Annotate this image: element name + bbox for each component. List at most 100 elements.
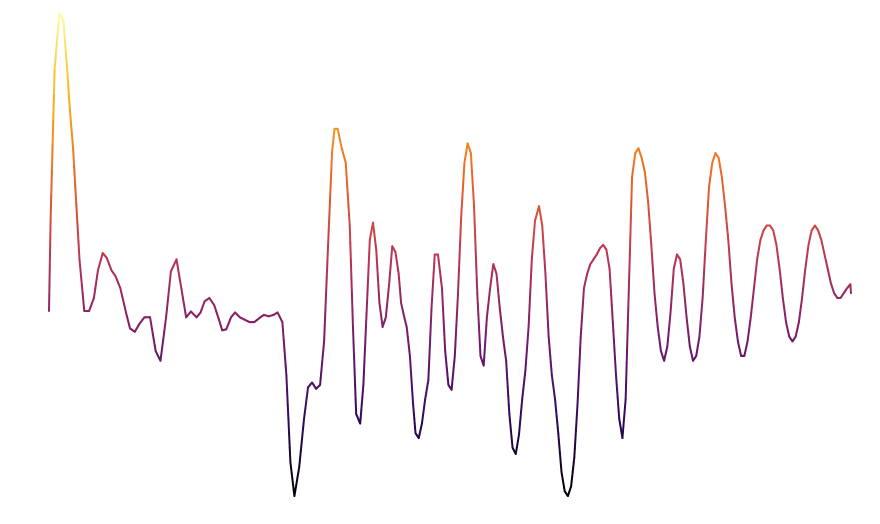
line-segment: [323, 324, 326, 343]
line-segment: [669, 304, 673, 314]
line-segment: [375, 248, 378, 260]
line-segment: [299, 441, 303, 452]
line-segment: [577, 369, 581, 383]
line-segment: [430, 297, 434, 309]
line-segment: [549, 361, 553, 370]
line-segment: [367, 263, 370, 278]
line-segment: [53, 58, 57, 70]
line-segment: [168, 278, 172, 288]
line-segment: [548, 348, 552, 357]
line-segment: [543, 264, 547, 275]
line-segment: [610, 294, 613, 306]
line-segment: [621, 430, 624, 440]
line-segment: [284, 356, 287, 368]
line-segment: [649, 229, 652, 239]
line-segment: [298, 457, 302, 469]
line-segment: [507, 404, 511, 415]
line-segment: [611, 321, 615, 332]
line-segment: [327, 228, 330, 246]
line-segment: [542, 240, 545, 251]
line-segment: [427, 367, 430, 382]
line-segment: [73, 165, 77, 187]
line-segment: [348, 224, 352, 244]
line-segment: [388, 277, 391, 286]
line-segment: [288, 432, 291, 449]
line-segment: [348, 214, 351, 227]
line-segment: [470, 160, 473, 172]
line-segment: [431, 288, 434, 300]
line-segment: [615, 374, 618, 384]
line-segment: [325, 276, 328, 295]
line-segment: [364, 323, 368, 338]
line-segment: [474, 234, 477, 251]
line-segment: [160, 345, 164, 355]
line-segment: [375, 257, 379, 269]
line-segment: [729, 275, 733, 285]
line-segment: [63, 28, 66, 40]
line-segment: [483, 340, 487, 351]
line-segment: [327, 212, 331, 231]
line-segment: [541, 232, 545, 243]
line-segment: [532, 226, 536, 235]
line-segment: [319, 369, 323, 379]
line-segment: [484, 332, 487, 343]
line-segment: [707, 185, 711, 197]
line-segment: [459, 214, 463, 230]
line-segment: [530, 251, 534, 261]
line-segment: [455, 313, 458, 326]
line-segment: [625, 342, 629, 364]
line-segment: [388, 271, 392, 280]
line-segment: [367, 251, 371, 266]
line-segment: [650, 243, 653, 254]
line-segment: [363, 347, 366, 362]
line-segment: [69, 115, 72, 124]
line-segment: [361, 390, 364, 399]
line-segment: [55, 39, 59, 52]
line-segment: [56, 21, 60, 33]
line-segment: [703, 258, 706, 270]
line-segment: [68, 108, 72, 118]
line-segment: [319, 376, 322, 386]
line-segment: [549, 354, 552, 364]
line-segment: [361, 383, 365, 393]
line-segment: [70, 134, 74, 143]
line-segment: [363, 335, 367, 350]
line-segment: [579, 335, 582, 349]
line-segment: [377, 292, 381, 304]
line-segment: [330, 150, 334, 169]
line-segment: [359, 416, 362, 425]
line-segment: [300, 433, 304, 444]
line-segment: [628, 231, 632, 253]
line-segment: [72, 147, 76, 168]
line-segment: [547, 335, 551, 345]
line-segment: [427, 354, 431, 369]
line-segment: [301, 425, 305, 436]
line-segment: [506, 377, 509, 389]
line-segment: [70, 127, 73, 137]
line-segment: [471, 187, 475, 199]
line-segment: [704, 230, 708, 242]
line-segment: [578, 346, 582, 361]
line-segment: [505, 359, 508, 371]
line-segment: [50, 168, 53, 196]
line-segment: [166, 293, 170, 303]
line-segment: [728, 253, 731, 263]
line-segment: [728, 260, 732, 270]
line-segment: [477, 323, 481, 336]
line-segment: [350, 292, 354, 312]
line-segment: [353, 369, 357, 386]
line-segment: [701, 296, 704, 306]
line-segment: [624, 379, 628, 401]
line-segment: [281, 321, 285, 332]
line-segment: [617, 410, 621, 420]
line-segment: [350, 275, 353, 295]
line-segment: [581, 295, 585, 306]
line-segment: [365, 311, 368, 326]
line-segment: [525, 347, 528, 357]
line-segment: [163, 323, 167, 333]
line-segment: [650, 251, 654, 262]
line-segment: [349, 241, 352, 261]
line-segment: [411, 395, 415, 406]
line-segment: [284, 365, 288, 377]
